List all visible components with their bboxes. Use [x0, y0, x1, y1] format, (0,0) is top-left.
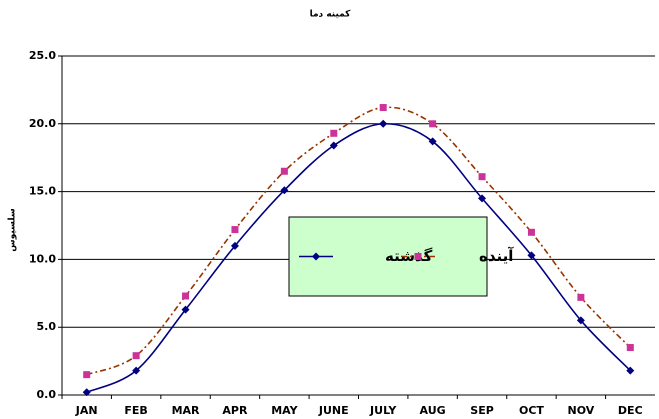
data-point	[182, 292, 190, 300]
data-point	[181, 305, 190, 314]
x-tick-label: FEB	[124, 404, 147, 417]
data-point	[132, 366, 141, 375]
data-point	[82, 388, 91, 397]
x-tick-label: DEC	[618, 404, 643, 417]
y-tick-label: 0.0	[37, 388, 57, 401]
y-axis-label: سلسیوس	[8, 208, 18, 252]
y-tick-label: 20.0	[29, 117, 56, 130]
chart-title: کمینه دما	[310, 10, 352, 20]
data-point	[626, 366, 635, 375]
data-point	[132, 352, 140, 360]
data-point	[527, 251, 536, 260]
x-tick-label: MAR	[172, 404, 200, 417]
data-point	[478, 173, 486, 181]
data-point	[379, 104, 387, 112]
data-point	[478, 194, 487, 203]
legend-label: گذشته	[385, 247, 433, 265]
data-point	[626, 344, 634, 352]
data-point	[230, 241, 239, 250]
x-tick-label: JAN	[75, 404, 98, 417]
data-point	[231, 226, 239, 234]
y-tick-label: 5.0	[37, 320, 57, 333]
legend-label: آینده	[479, 247, 514, 265]
x-tick-label: MAY	[271, 404, 298, 417]
data-point	[527, 228, 535, 236]
data-point	[429, 120, 437, 128]
data-point	[280, 167, 288, 175]
x-tick-label: APR	[222, 404, 248, 417]
x-tick-label: SEP	[470, 404, 494, 417]
legend-marker	[414, 253, 422, 260]
y-tick-label: 15.0	[29, 185, 56, 198]
y-tick-label: 25.0	[29, 49, 56, 62]
data-point	[329, 141, 338, 150]
legend-marker	[312, 252, 320, 261]
x-tick-label: JUNE	[318, 404, 349, 417]
y-tick-label: 10.0	[29, 252, 56, 265]
data-point	[280, 186, 289, 195]
x-tick-label: OCT	[519, 404, 544, 417]
x-tick-label: NOV	[567, 404, 594, 417]
data-point	[83, 371, 91, 379]
data-point	[577, 293, 585, 301]
data-point	[428, 137, 437, 146]
data-point	[379, 119, 388, 128]
data-point	[330, 129, 338, 137]
x-tick-label: AUG	[420, 404, 446, 417]
x-tick-label: JULY	[369, 404, 397, 417]
data-point	[576, 316, 585, 325]
